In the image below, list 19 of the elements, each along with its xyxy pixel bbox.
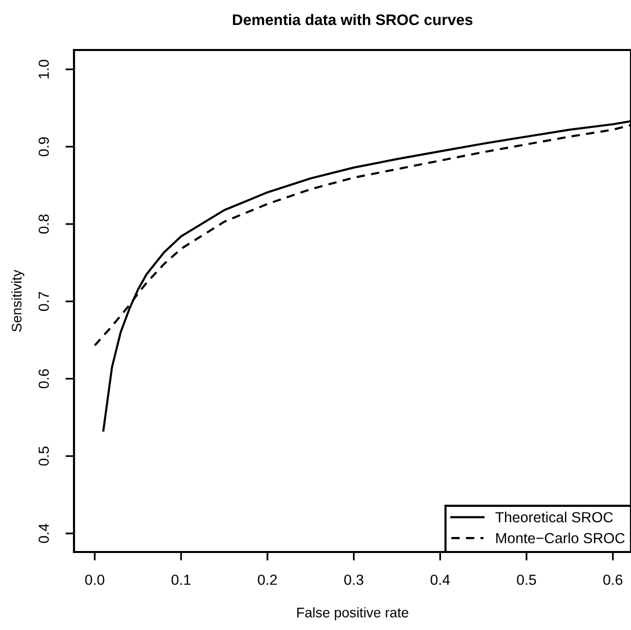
y-tick-label: 0.4	[38, 524, 49, 543]
y-tick-label: 0.9	[38, 137, 49, 156]
x-tick-label: 0.0	[85, 574, 104, 585]
x-axis-title: False positive rate	[297, 607, 408, 620]
y-tick-label: 0.6	[38, 369, 49, 388]
y-tick-label: 0.7	[38, 292, 49, 311]
x-tick-label: 0.5	[516, 574, 536, 585]
y-axis-title: Sensitivity	[11, 270, 24, 332]
y-tick-label: 0.5	[38, 446, 49, 466]
y-tick-label: 0.8	[38, 214, 49, 234]
legend-label: Theoretical SROC	[495, 512, 613, 522]
x-tick-label: 0.4	[430, 574, 450, 585]
x-tick-label: 0.1	[172, 574, 191, 585]
x-tick-label: 0.2	[258, 574, 277, 585]
chart-title: Dementia data with SROC curves	[232, 14, 472, 26]
x-tick-label: 0.3	[344, 574, 364, 585]
x-tick-label: 0.6	[603, 574, 622, 585]
y-tick-label: 1.0	[38, 60, 49, 78]
legend-label: Monte−Carlo SROC	[496, 532, 625, 544]
